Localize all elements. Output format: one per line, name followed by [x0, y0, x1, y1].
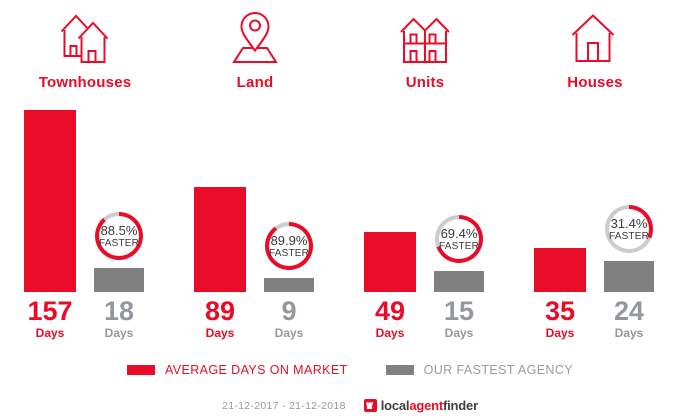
avg-days-stat: 89 Days	[180, 297, 260, 340]
logo-part-local: local	[380, 398, 410, 413]
fastest-days-unit: Days	[104, 326, 134, 340]
fastest-days-stat: 18 Days	[86, 297, 152, 340]
faster-percent: 31.4%	[610, 215, 648, 231]
group-townhouses: Townhouses 88.5% FASTER 157 Days 18 Days	[0, 0, 170, 345]
avg-days-value: 49	[374, 296, 406, 326]
legend-item-average: AVERAGE DAYS ON MARKET	[126, 363, 348, 377]
avg-days-value: 35	[544, 296, 576, 326]
avg-days-stat: 35 Days	[520, 297, 600, 340]
footer: 21-12-2017 - 21-12-2018 localagentfinder	[0, 398, 700, 413]
logo-part-agent: agent	[409, 398, 444, 413]
avg-days-bar	[194, 187, 246, 292]
fastest-days-unit: Days	[614, 326, 644, 340]
avg-days-stat: 157 Days	[10, 297, 90, 340]
faster-ring-badge: 69.4% FASTER	[435, 215, 483, 263]
fastest-days-unit: Days	[274, 326, 304, 340]
avg-days-value: 157	[27, 296, 73, 326]
logo-text: localagentfinder	[381, 398, 478, 413]
townhouses-icon	[0, 10, 170, 66]
legend-label-average: AVERAGE DAYS ON MARKET	[164, 363, 348, 377]
legend: AVERAGE DAYS ON MARKET OUR FASTEST AGENC…	[0, 363, 700, 377]
faster-percent: 88.5%	[100, 222, 138, 238]
avg-days-stat: 49 Days	[350, 297, 430, 340]
faster-percent: 89.9%	[270, 232, 308, 248]
localagentfinder-logo: localagentfinder	[363, 398, 478, 413]
faster-label: FASTER	[608, 230, 650, 242]
avg-days-unit: Days	[375, 326, 405, 340]
faster-label: FASTER	[268, 247, 310, 259]
faster-label: FASTER	[438, 240, 480, 252]
fastest-agency-bar	[264, 278, 314, 292]
avg-days-bar	[364, 232, 416, 292]
faster-ring-badge: 89.9% FASTER	[265, 222, 313, 270]
fastest-agency-bar	[604, 261, 654, 292]
logo-part-finder: finder	[443, 398, 478, 413]
faster-ring-inner: 88.5% FASTER	[99, 216, 139, 256]
fastest-swatch	[385, 365, 414, 375]
group-houses: Houses 31.4% FASTER 35 Days 24 Days	[510, 0, 680, 345]
avg-days-bar	[534, 248, 586, 292]
avg-days-unit: Days	[35, 326, 65, 340]
group-units: Units 69.4% FASTER 49 Days 15 Days	[340, 0, 510, 345]
faster-ring-inner: 89.9% FASTER	[269, 226, 309, 266]
fastest-days-stat: 9 Days	[256, 297, 322, 340]
date-range: 21-12-2017 - 21-12-2018	[222, 399, 346, 412]
avg-days-unit: Days	[205, 326, 235, 340]
legend-label-fastest: OUR FASTEST AGENCY	[423, 363, 574, 377]
faster-percent: 69.4%	[440, 225, 478, 241]
legend-item-fastest: OUR FASTEST AGENCY	[385, 363, 574, 377]
fastest-agency-bar	[94, 268, 144, 292]
category-label: Townhouses	[38, 74, 132, 91]
faster-ring-inner: 69.4% FASTER	[439, 219, 479, 259]
faster-ring-badge: 31.4% FASTER	[605, 205, 653, 253]
avg-days-value: 89	[204, 296, 236, 326]
average-swatch	[126, 365, 155, 375]
units-icon	[340, 10, 510, 66]
category-label: Land	[236, 74, 274, 91]
fastest-days-value: 24	[613, 296, 645, 326]
fastest-days-stat: 15 Days	[426, 297, 492, 340]
land-pin-icon	[170, 10, 340, 66]
faster-ring-inner: 31.4% FASTER	[609, 209, 649, 249]
fastest-days-value: 15	[443, 296, 475, 326]
fastest-days-value: 9	[281, 296, 297, 326]
faster-label: FASTER	[98, 237, 140, 249]
house-icon	[510, 10, 680, 66]
castle-logo-icon	[363, 399, 377, 412]
fastest-days-unit: Days	[444, 326, 474, 340]
avg-days-unit: Days	[545, 326, 575, 340]
group-land: Land 89.9% FASTER 89 Days 9 Days	[170, 0, 340, 345]
category-label: Units	[405, 74, 445, 91]
category-label: Houses	[567, 74, 623, 91]
avg-days-bar	[24, 110, 76, 292]
fastest-days-stat: 24 Days	[596, 297, 662, 340]
faster-ring-badge: 88.5% FASTER	[95, 212, 143, 260]
fastest-days-value: 18	[103, 296, 135, 326]
fastest-agency-bar	[434, 271, 484, 292]
category-groups: Townhouses 88.5% FASTER 157 Days 18 Days	[0, 0, 680, 345]
